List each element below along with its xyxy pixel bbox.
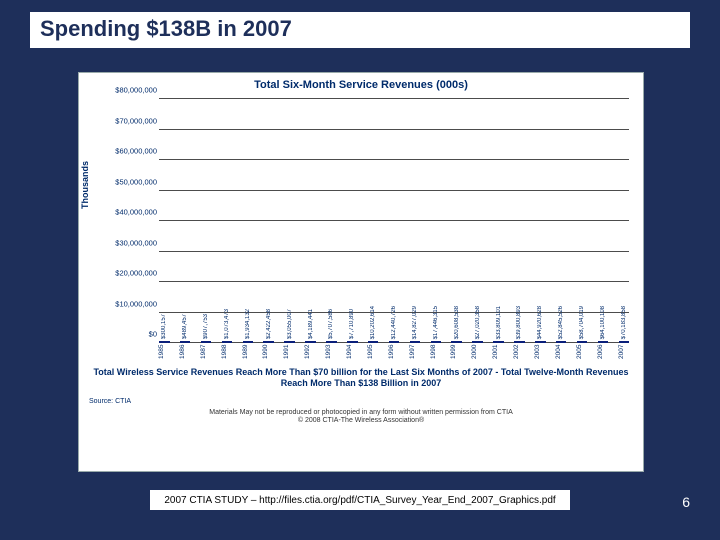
- bar-value-label: $300,157: [161, 314, 167, 339]
- bar-value-label: $17,446,315: [433, 306, 439, 339]
- x-tick-label: 1985: [159, 343, 170, 361]
- bar-value-label: $1,934,132: [245, 309, 251, 339]
- chart-copyright: © 2008 CTIA-The Wireless Association®: [79, 417, 643, 424]
- bar-value-label: $489,457: [182, 314, 188, 339]
- bar-value-label: $7,710,890: [349, 309, 355, 339]
- bar-value-label: $5,707,586: [328, 309, 334, 339]
- x-tick-label: 1998: [431, 343, 442, 361]
- title-bar: Spending $138B in 2007: [30, 12, 690, 48]
- x-tick-label: 1995: [368, 343, 379, 361]
- x-tick-label: 1988: [222, 343, 233, 361]
- bars-group: $300,157 $489,457 $907,753 $1,073,473 $1,934…: [159, 99, 629, 343]
- x-tick-label: 1999: [451, 343, 462, 361]
- bar-value-label: $10,202,614: [370, 306, 376, 339]
- chart-card: Total Six-Month Service Revenues (000s) …: [78, 72, 644, 472]
- x-tick-label: 2003: [535, 343, 546, 361]
- y-tick-label: $70,000,000: [107, 116, 157, 125]
- x-tick-label: 1991: [284, 343, 295, 361]
- bar-value-label: $44,920,628: [537, 306, 543, 339]
- x-tick-label: 2007: [619, 343, 630, 361]
- x-tick-label: 2004: [556, 343, 567, 361]
- bar-value-label: $27,020,358: [475, 306, 481, 339]
- bar-value-label: $4,189,441: [308, 309, 314, 339]
- x-tick-label: 1996: [389, 343, 400, 361]
- chart-source: Source: CTIA: [89, 398, 643, 405]
- x-tick-label: 1989: [243, 343, 254, 361]
- y-tick-label: $0: [107, 330, 157, 339]
- x-tick-label: 2002: [514, 343, 525, 361]
- bar-value-label: $12,440,726: [391, 306, 397, 339]
- x-tick-label: 2000: [472, 343, 483, 361]
- footer-citation-bar: 2007 CTIA STUDY – http://files.ctia.org/…: [150, 490, 570, 510]
- x-tick-label: 1990: [263, 343, 274, 361]
- bar-value-label: $14,827,029: [412, 306, 418, 339]
- bar-value-label: $70,183,858: [621, 306, 627, 339]
- slide-title: Spending $138B in 2007: [30, 12, 690, 46]
- chart-fineprint: Materials May not be reproduced or photo…: [79, 409, 643, 416]
- x-tick-label: 2001: [493, 343, 504, 361]
- x-tick-label: 1994: [347, 343, 358, 361]
- y-tick-label: $30,000,000: [107, 238, 157, 247]
- y-tick-label: $20,000,000: [107, 269, 157, 278]
- x-tick-label: 1993: [326, 343, 337, 361]
- bar-value-label: $3,055,007: [287, 309, 293, 339]
- x-tick-label: 1986: [180, 343, 191, 361]
- bar-value-label: $39,800,893: [516, 306, 522, 339]
- y-tick-label: $10,000,000: [107, 299, 157, 308]
- bar-value-label: $907,753: [203, 314, 209, 339]
- x-tick-label: 1987: [201, 343, 212, 361]
- bar-value-label: $52,845,526: [558, 306, 564, 339]
- footer-citation: 2007 CTIA STUDY – http://files.ctia.org/…: [164, 495, 555, 506]
- bar-value-label: $1,073,473: [224, 309, 230, 339]
- bar-value-label: $64,100,108: [600, 306, 606, 339]
- page-number: 6: [682, 494, 690, 510]
- x-tick-label: 2006: [598, 343, 609, 361]
- bar-value-label: $33,809,101: [496, 306, 502, 339]
- bar-value-label: $2,422,458: [266, 309, 272, 339]
- y-tick-label: $50,000,000: [107, 177, 157, 186]
- chart-sub-caption: Total Wireless Service Revenues Reach Mo…: [93, 367, 629, 390]
- y-tick-label: $60,000,000: [107, 147, 157, 156]
- plot-area: Thousands $0$10,000,000$20,000,000$30,00…: [125, 95, 633, 361]
- x-tick-label: 1992: [305, 343, 316, 361]
- x-tick-label: 2005: [577, 343, 588, 361]
- x-tick-label: 1997: [410, 343, 421, 361]
- bar-value-label: $58,704,019: [579, 306, 585, 339]
- chart-title: Total Six-Month Service Revenues (000s): [79, 79, 643, 91]
- bar-value-label: $20,608,538: [454, 306, 460, 339]
- y-tick-label: $80,000,000: [107, 86, 157, 95]
- y-axis-label: Thousands: [80, 161, 90, 209]
- y-tick-label: $40,000,000: [107, 208, 157, 217]
- slide: Spending $138B in 2007 Total Six-Month S…: [0, 0, 720, 540]
